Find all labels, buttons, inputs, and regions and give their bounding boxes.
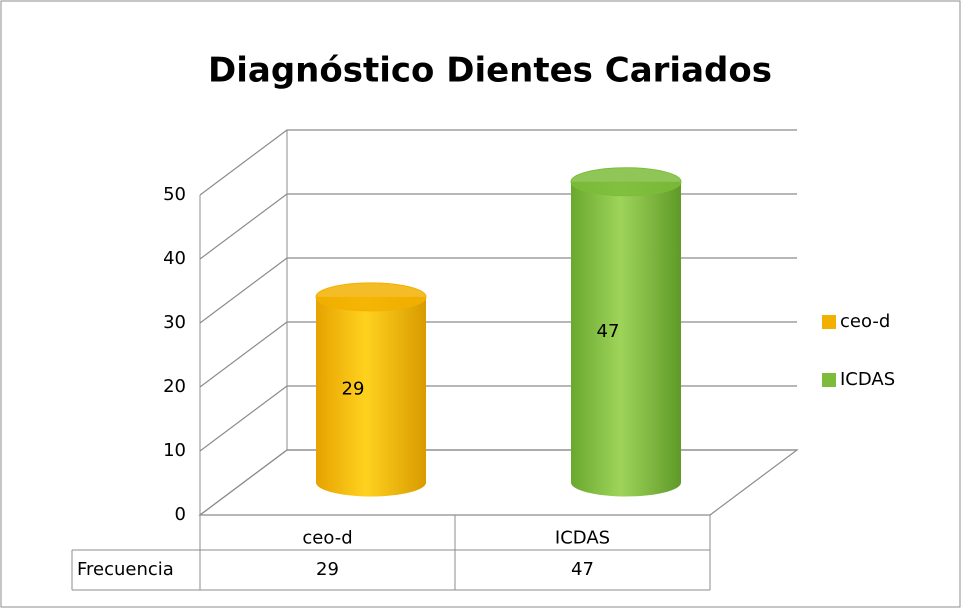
legend-label: ceo-d bbox=[840, 311, 890, 332]
y-tick-label: 30 bbox=[163, 312, 186, 333]
y-tick-label: 0 bbox=[175, 504, 186, 525]
legend-swatch bbox=[822, 373, 836, 387]
cylinder-top bbox=[570, 167, 682, 197]
cylinder-top bbox=[315, 282, 427, 312]
y-tick-label: 40 bbox=[163, 248, 186, 269]
cylinder bbox=[316, 296, 426, 497]
data-label: 29 bbox=[342, 379, 365, 400]
y-tick-label: 20 bbox=[163, 376, 186, 397]
cylinder bbox=[571, 181, 681, 497]
table-cell: 29 bbox=[316, 559, 339, 580]
chart-title: Diagnóstico Dientes Cariados bbox=[208, 51, 772, 91]
data-label: 47 bbox=[597, 321, 620, 342]
legend-label: ICDAS bbox=[840, 369, 895, 390]
y-tick-label: 50 bbox=[163, 184, 186, 205]
x-tick-label: ICDAS bbox=[555, 528, 610, 549]
table-cell: 47 bbox=[571, 559, 594, 580]
y-tick-label: 10 bbox=[163, 440, 186, 461]
legend-swatch bbox=[822, 315, 836, 329]
table-row-label: Frecuencia bbox=[77, 559, 174, 580]
x-tick-label: ceo-d bbox=[302, 528, 352, 549]
